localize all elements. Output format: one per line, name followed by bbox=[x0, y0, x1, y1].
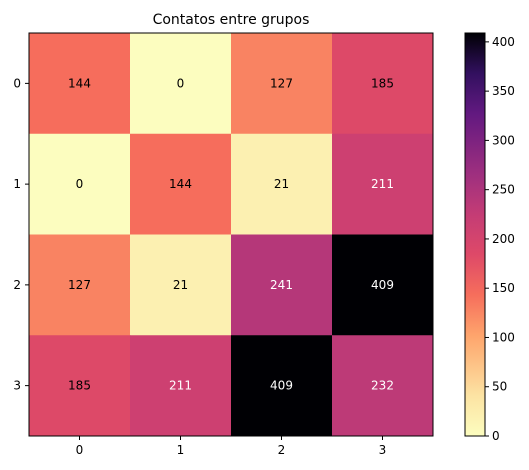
chart-title: Contatos entre grupos bbox=[153, 12, 310, 28]
cell-value-label: 409 bbox=[270, 379, 293, 393]
cell-value-label: 21 bbox=[173, 278, 188, 292]
cell-value-label: 127 bbox=[68, 278, 91, 292]
y-tick-label: 3 bbox=[13, 379, 21, 393]
cell-value-label: 232 bbox=[371, 379, 394, 393]
cell-value-label: 144 bbox=[68, 76, 91, 90]
x-tick-label: 1 bbox=[177, 443, 185, 457]
y-tick-label: 2 bbox=[13, 278, 21, 292]
cell-value-label: 185 bbox=[371, 76, 394, 90]
colorbar-tick-label: 400 bbox=[492, 35, 515, 49]
y-tick-label: 0 bbox=[13, 76, 21, 90]
colorbar-tick-label: 250 bbox=[492, 183, 515, 197]
x-tick-label: 0 bbox=[76, 443, 84, 457]
cell-value-label: 21 bbox=[274, 177, 289, 191]
y-axis-ticks: 0 1 2 3 bbox=[13, 76, 29, 392]
y-tick-label: 1 bbox=[13, 177, 21, 191]
colorbar-tick-label: 100 bbox=[492, 330, 515, 344]
colorbar-tick-label: 200 bbox=[492, 232, 515, 246]
cell-value-label: 211 bbox=[371, 177, 394, 191]
cell-value-label: 241 bbox=[270, 278, 293, 292]
colorbar-tick-label: 0 bbox=[492, 429, 500, 443]
colorbar-tick-label: 150 bbox=[492, 281, 515, 295]
cell-value-label: 127 bbox=[270, 76, 293, 90]
colorbar-tick-label: 300 bbox=[492, 133, 515, 147]
heatmap-cells bbox=[29, 33, 434, 437]
cell-value-label: 409 bbox=[371, 278, 394, 292]
colorbar-tick-label: 50 bbox=[492, 380, 507, 394]
x-tick-label: 2 bbox=[278, 443, 286, 457]
cell-value-label: 185 bbox=[68, 379, 91, 393]
cell-value-label: 144 bbox=[169, 177, 192, 191]
x-tick-label: 3 bbox=[379, 443, 387, 457]
cell-value-label: 0 bbox=[177, 76, 185, 90]
colorbar bbox=[465, 33, 485, 436]
cell-value-label: 211 bbox=[169, 379, 192, 393]
colorbar-tick-label: 350 bbox=[492, 84, 515, 98]
colorbar-ticks: 0 50 100 150 200 250 300 350 400 bbox=[485, 35, 515, 443]
x-axis-ticks: 0 1 2 3 bbox=[76, 436, 387, 457]
cell-value-label: 0 bbox=[76, 177, 84, 191]
